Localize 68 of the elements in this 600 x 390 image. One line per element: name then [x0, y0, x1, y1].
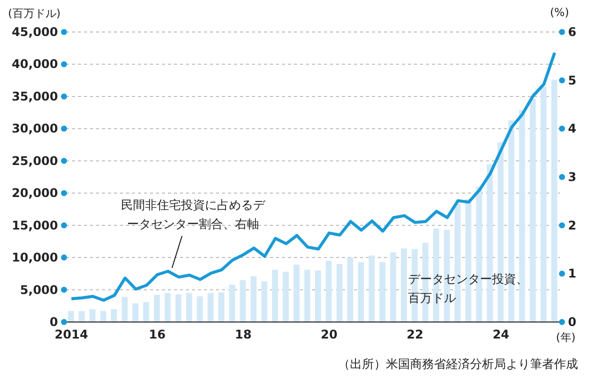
bar [240, 280, 246, 322]
bar [196, 296, 203, 322]
y2-tick-label: 5 [568, 73, 576, 88]
bar [122, 296, 128, 322]
x-tick-label: 22 [406, 328, 424, 342]
y-tick-label: 20,000 [12, 186, 58, 200]
bar [347, 258, 354, 322]
bar [358, 262, 364, 322]
x-tick-label: 18 [234, 328, 252, 342]
x-tick-label: 2014 [54, 328, 88, 342]
y-tick-label: 35,000 [12, 89, 58, 104]
bar [208, 293, 214, 322]
x-tick-label: 16 [148, 328, 166, 342]
line-series [70, 51, 556, 302]
y-tick-label: 5,000 [20, 282, 58, 297]
bar [519, 110, 526, 322]
bar [164, 293, 171, 322]
bar [68, 311, 74, 322]
bar [465, 198, 472, 322]
bar [154, 294, 160, 322]
y2-tick-label: 0 [568, 315, 576, 329]
bar [379, 262, 386, 322]
bar [336, 264, 342, 322]
y2-tick-label: 6 [568, 25, 576, 39]
bar [540, 86, 547, 322]
bar [261, 281, 268, 322]
bar [110, 309, 117, 322]
y-tick-label: 10,000 [12, 250, 58, 265]
bar [368, 256, 375, 322]
bar [315, 270, 321, 322]
y-tick-label: 45,000 [12, 25, 58, 39]
x-tick-label: 20 [320, 328, 338, 342]
y2-tick-label: 2 [568, 218, 576, 232]
annotation: 民間非住宅投資に占めるデータセンター割合、右軸 [120, 197, 266, 233]
y2-tick-label: 3 [568, 170, 576, 184]
annotation: データセンター投資、百万ドル [408, 271, 529, 307]
bar [530, 99, 536, 322]
bar [143, 302, 150, 322]
bar [304, 270, 310, 322]
bar [89, 309, 96, 322]
text: （出所）米国商務省経済分析局より筆者作成 [338, 356, 578, 373]
x-tick-label: 24 [492, 328, 510, 342]
bar [229, 284, 236, 322]
y-axis-title: (百万ドル) [8, 6, 61, 21]
y2-tick-label: 1 [568, 266, 576, 281]
bar [78, 311, 85, 322]
bar [400, 248, 407, 322]
bar [132, 303, 138, 322]
y2-axis-title: (%) [550, 6, 570, 19]
bar [282, 272, 289, 322]
bar [250, 276, 257, 322]
bar [294, 264, 300, 322]
y-tick-label: 0 [50, 315, 58, 329]
y-tick-label: 30,000 [12, 122, 58, 136]
y-tick-label: 25,000 [12, 154, 58, 168]
bar [551, 80, 558, 322]
bar [390, 252, 396, 322]
bar [272, 270, 278, 322]
y-tick-label: 40,000 [12, 57, 58, 72]
y-tick-label: 15,000 [12, 218, 58, 232]
bar [100, 311, 106, 322]
y2-tick-label: 4 [568, 122, 576, 136]
bar [326, 260, 332, 322]
bar [476, 186, 482, 322]
bar [175, 294, 182, 322]
bar [218, 292, 224, 322]
bar [186, 293, 192, 322]
x-axis-title: (年) [556, 330, 576, 345]
